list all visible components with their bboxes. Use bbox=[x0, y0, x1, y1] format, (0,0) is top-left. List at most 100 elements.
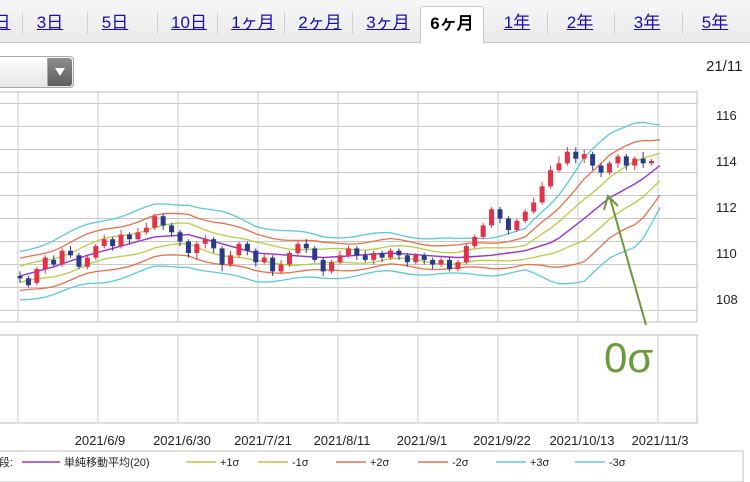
candle-body bbox=[497, 209, 503, 219]
candle-body bbox=[219, 248, 225, 265]
tab-8[interactable]: 1年 bbox=[503, 13, 531, 32]
tab-6[interactable]: 3ヶ月 bbox=[366, 13, 410, 32]
candle-body bbox=[379, 253, 385, 258]
candle-body bbox=[472, 236, 478, 247]
y-tick-label: 108 bbox=[716, 292, 738, 307]
x-ticks: 2021/6/9 2021/6/30 2021/7/21 2021/8/11 2021/… bbox=[75, 433, 689, 448]
x-tick-label: 2021/6/30 bbox=[153, 433, 211, 448]
tab-2[interactable]: 5日 bbox=[101, 13, 129, 32]
legend: 段: 単純移動平均(20) +1σ -1σ +2σ -2σ +3σ -3σ bbox=[0, 450, 744, 482]
candle-body bbox=[110, 239, 116, 247]
candle-body bbox=[413, 255, 419, 263]
candle-body bbox=[169, 225, 175, 233]
bollinger-bands bbox=[19, 121, 661, 301]
candle-body bbox=[194, 243, 200, 253]
candle-body bbox=[320, 259, 326, 272]
candle-body bbox=[606, 163, 612, 173]
candle-body bbox=[244, 243, 250, 251]
tab-0[interactable]: 1日 bbox=[0, 13, 11, 32]
candle-body bbox=[211, 239, 217, 249]
x-tick-label: 2021/9/1 bbox=[397, 433, 448, 448]
tab-4[interactable]: 1ヶ月 bbox=[231, 13, 275, 32]
candle-body bbox=[548, 170, 554, 187]
tab-9[interactable]: 2年 bbox=[566, 13, 594, 32]
candle-body bbox=[649, 161, 655, 164]
tab-1[interactable]: 3日 bbox=[36, 13, 64, 32]
candle-body bbox=[126, 234, 132, 240]
candle-body bbox=[480, 225, 486, 237]
band-line bbox=[19, 121, 661, 253]
candle-body bbox=[152, 216, 158, 228]
tab-separator bbox=[22, 12, 23, 34]
candle-body bbox=[362, 255, 368, 260]
candle-body bbox=[236, 243, 242, 256]
chevron-down-icon bbox=[55, 68, 65, 76]
candle-body bbox=[253, 250, 259, 263]
legend-label: +3σ bbox=[530, 457, 550, 469]
indicator-dropdown[interactable] bbox=[0, 56, 74, 88]
period-tab-bar: 1日 3日 5日 10日 1ヶ月 2ヶ月 3ヶ月 6ヶ月 1年 2年 3年 5年 bbox=[0, 0, 750, 44]
candle-body bbox=[68, 250, 74, 256]
tab-3[interactable]: 10日 bbox=[171, 13, 207, 32]
candle-body bbox=[514, 220, 520, 230]
plot-frame bbox=[0, 91, 698, 323]
y-tick-label: 112 bbox=[716, 200, 737, 215]
candle-body bbox=[160, 216, 166, 226]
tab-7[interactable]: 6ヶ月 bbox=[420, 6, 484, 44]
candle-body bbox=[185, 241, 191, 253]
candle-body bbox=[177, 232, 183, 242]
annotation-label: 0σ bbox=[604, 334, 653, 381]
candle-body bbox=[84, 257, 90, 267]
candle-body bbox=[396, 250, 402, 256]
x-tick-label: 2021/10/13 bbox=[549, 433, 614, 448]
candle-body bbox=[34, 269, 40, 283]
candle-body bbox=[438, 259, 444, 265]
x-tick-label: 2021/8/11 bbox=[314, 433, 371, 448]
dropdown-arrow-button[interactable] bbox=[47, 58, 72, 86]
tab-separator bbox=[87, 12, 88, 34]
annotation-arrow-head bbox=[603, 194, 619, 211]
candle-body bbox=[463, 246, 469, 263]
candle-body bbox=[295, 243, 301, 253]
legend-label: +2σ bbox=[370, 457, 390, 469]
candle-body bbox=[312, 248, 318, 260]
candle-body bbox=[623, 156, 629, 166]
candle-body bbox=[303, 243, 309, 249]
candle-body bbox=[632, 158, 638, 166]
tab-separator bbox=[352, 12, 353, 34]
tab-10[interactable]: 3年 bbox=[633, 13, 661, 32]
y-tick-label: 116 bbox=[716, 108, 737, 123]
date-label: 21/11 bbox=[706, 58, 743, 75]
band-line bbox=[19, 139, 661, 259]
candle-body bbox=[615, 156, 621, 164]
candle-body bbox=[455, 262, 461, 270]
y-tick-label: 110 bbox=[716, 246, 737, 261]
candle-body bbox=[202, 239, 208, 244]
legend-label: -1σ bbox=[292, 457, 309, 469]
annotation: 0σ bbox=[603, 194, 653, 381]
tab-5[interactable]: 2ヶ月 bbox=[298, 13, 342, 32]
candle-body bbox=[329, 262, 335, 272]
tab-separator bbox=[682, 12, 683, 34]
tab-11[interactable]: 5年 bbox=[701, 13, 729, 32]
candle-body bbox=[270, 257, 276, 272]
y-tick-label: 114 bbox=[716, 154, 737, 169]
band-line bbox=[19, 152, 661, 268]
candle-body bbox=[42, 257, 48, 270]
candle-body bbox=[76, 255, 82, 267]
candles bbox=[17, 147, 655, 288]
candle-body bbox=[354, 248, 360, 256]
tab-separator bbox=[284, 12, 285, 34]
legend-label: -2σ bbox=[452, 457, 469, 469]
volume-frame bbox=[0, 334, 698, 424]
x-tick-label: 2021/6/9 bbox=[75, 433, 126, 448]
candle-body bbox=[101, 239, 107, 247]
tab-separator bbox=[157, 12, 158, 34]
band-line bbox=[19, 207, 661, 301]
legend-prefix: 段: bbox=[0, 455, 13, 469]
y-ticks: 108 110 112 114 116 bbox=[716, 108, 738, 307]
candle-body bbox=[598, 165, 604, 173]
candle-body bbox=[51, 259, 57, 265]
tab-separator bbox=[614, 12, 615, 34]
